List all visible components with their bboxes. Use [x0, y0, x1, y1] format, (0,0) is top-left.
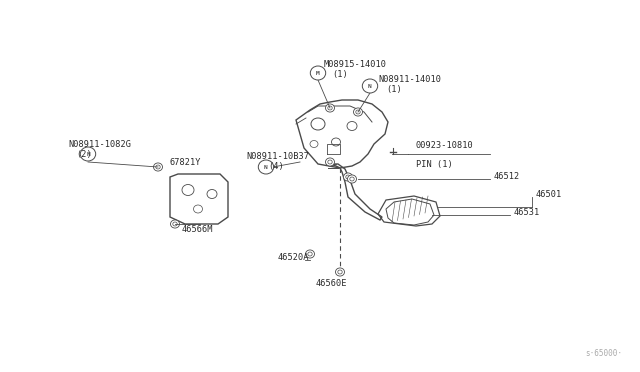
Text: 46512: 46512: [494, 171, 520, 180]
Ellipse shape: [154, 163, 163, 171]
Ellipse shape: [305, 250, 314, 258]
Text: (2): (2): [76, 150, 92, 158]
Text: N08911-10B37: N08911-10B37: [246, 151, 309, 160]
Text: 46501: 46501: [536, 189, 563, 199]
Text: M08915-14010: M08915-14010: [324, 60, 387, 68]
Ellipse shape: [259, 160, 274, 174]
Text: N08911-1082G: N08911-1082G: [68, 140, 131, 148]
Text: 46520A: 46520A: [278, 253, 310, 262]
Text: (1): (1): [386, 84, 402, 93]
Text: N: N: [86, 151, 90, 157]
Text: (4): (4): [268, 161, 284, 170]
Text: 46566M: 46566M: [182, 224, 214, 234]
Text: M: M: [316, 71, 320, 76]
Ellipse shape: [326, 158, 335, 166]
Ellipse shape: [348, 175, 356, 183]
Text: N: N: [368, 83, 372, 89]
Ellipse shape: [344, 173, 353, 181]
Text: 00923-10810: 00923-10810: [416, 141, 474, 150]
Text: 46531: 46531: [514, 208, 540, 217]
Ellipse shape: [310, 66, 326, 80]
Ellipse shape: [362, 79, 378, 93]
Ellipse shape: [326, 104, 335, 112]
Text: 46560E: 46560E: [316, 279, 348, 289]
Text: N: N: [264, 164, 268, 170]
Ellipse shape: [353, 108, 362, 116]
Ellipse shape: [170, 220, 179, 228]
Text: PIN (1): PIN (1): [416, 160, 452, 169]
Ellipse shape: [335, 268, 344, 276]
Text: 67821Y: 67821Y: [170, 157, 202, 167]
Text: (1): (1): [332, 70, 348, 78]
Text: s·65000·: s·65000·: [585, 349, 622, 358]
Text: N08911-14010: N08911-14010: [378, 74, 441, 83]
Ellipse shape: [80, 147, 96, 161]
